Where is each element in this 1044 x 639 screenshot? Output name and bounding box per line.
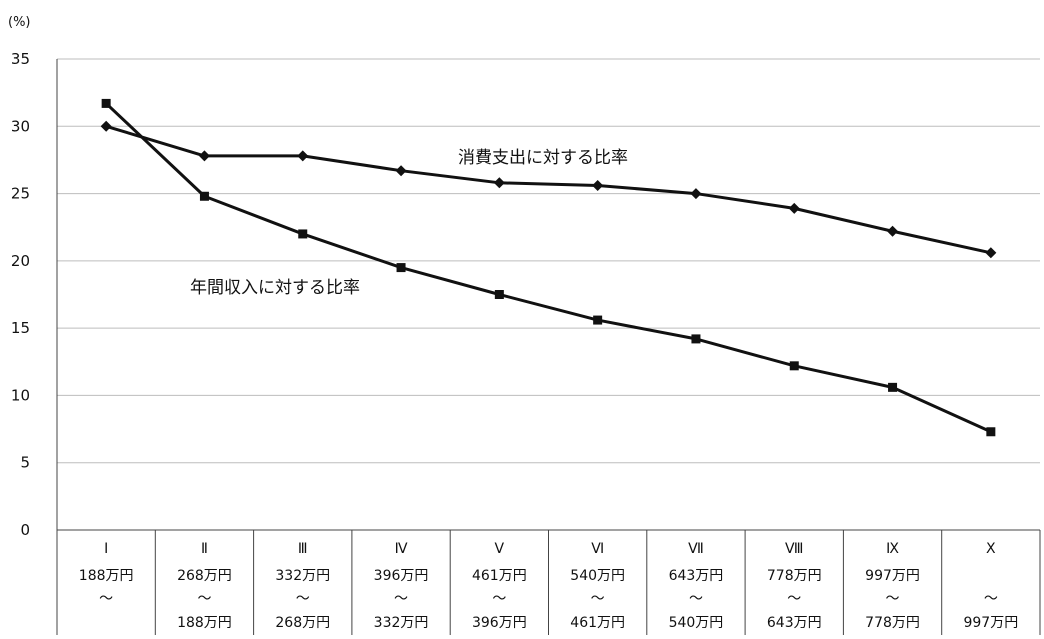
y-unit-label: (%) [8,15,31,30]
category-label-numeral: Ⅳ [395,541,408,557]
category-label-numeral: Ⅲ [298,541,308,557]
category-label-line2: ～ [787,591,801,607]
data-point-diamond [493,177,505,189]
y-tick-label: 35 [11,50,30,68]
category-label-line3: 643万円 [767,615,822,631]
category-label-line2: ～ [591,591,605,607]
data-point-square [494,290,504,299]
category-label-line1: 332万円 [275,568,330,584]
data-point-square [101,98,111,108]
category-label-line2: ～ [984,591,998,607]
category-label-line3: 778万円 [865,615,920,631]
category-label-line2: ～ [394,591,408,607]
category-label-line2: ～ [296,591,310,607]
category-label-line3: 332万円 [374,615,429,631]
category-label-numeral: Ⅹ [986,541,996,557]
series-annotation-income: 年間収入に対する比率 [190,278,360,298]
category-label-numeral: Ⅶ [688,541,704,557]
y-tick-label: 20 [11,252,30,270]
category-label-line1: 461万円 [472,568,527,584]
series-lines [100,98,997,437]
category-label-line2: ～ [689,591,703,607]
category-label-line1: 643万円 [669,568,724,584]
data-point-diamond [788,202,800,214]
data-point-square [396,263,406,273]
data-point-square [593,315,603,325]
category-label-line1: 268万円 [177,568,232,584]
y-tick-label: 5 [20,454,30,472]
data-point-diamond [690,188,702,200]
data-point-square [888,382,898,392]
data-point-square [789,361,799,371]
data-point-diamond [985,247,997,259]
category-label-numeral: Ⅵ [591,541,604,557]
series-line-1 [105,102,992,434]
category-label-line3: 540万円 [669,615,724,631]
category-label-numeral: Ⅴ [495,541,505,557]
axes [56,59,1041,635]
data-point-diamond [395,165,407,177]
category-label-numeral: Ⅱ [201,541,208,557]
category-label-line1: 540万円 [570,568,625,584]
category-label-line1: 778万円 [767,568,822,584]
data-point-diamond [100,120,112,132]
y-tick-label: 30 [11,117,30,135]
data-point-diamond [887,225,899,237]
category-label-line2: ～ [492,591,506,607]
y-tick-label: 0 [20,521,30,539]
y-tick-label: 25 [11,185,30,203]
category-label-line3: 396万円 [472,615,527,631]
category-labels: Ⅰ 188万円 ～ Ⅱ 268万円 ～ 188万円 Ⅲ 332万円 ～ 268万円 Ⅳ 396万円 ～ 33… [79,541,1018,631]
category-label-line2: ～ [197,591,211,607]
y-tick-labels: 0 5 10 15 20 25 30 35 [11,50,30,539]
category-label-numeral: Ⅷ [785,541,803,557]
y-tick-label: 10 [11,386,30,404]
category-label-line2: ～ [886,591,900,607]
data-point-square [691,334,701,344]
category-label-line1: 396万円 [374,568,429,584]
y-tick-label: 15 [11,319,30,337]
category-label-line1: 997万円 [865,568,920,584]
category-label-line2: ～ [99,591,113,607]
category-label-numeral: Ⅰ [104,541,108,557]
data-point-square [199,191,209,201]
data-point-square [298,229,308,239]
data-point-diamond [198,150,210,162]
series-annotation-consumption: 消費支出に対する比率 [458,148,628,168]
data-point-diamond [297,150,309,162]
series-line-0 [105,124,992,255]
category-label-numeral: Ⅸ [886,541,899,557]
category-label-line3: 188万円 [177,615,232,631]
category-label-line1: 188万円 [79,568,134,584]
data-point-square [986,427,996,437]
data-point-diamond [592,179,604,191]
category-label-line3: 268万円 [275,615,330,631]
category-label-line3: 997万円 [963,615,1018,631]
gridlines [57,58,1040,464]
category-label-line3: 461万円 [570,615,625,631]
